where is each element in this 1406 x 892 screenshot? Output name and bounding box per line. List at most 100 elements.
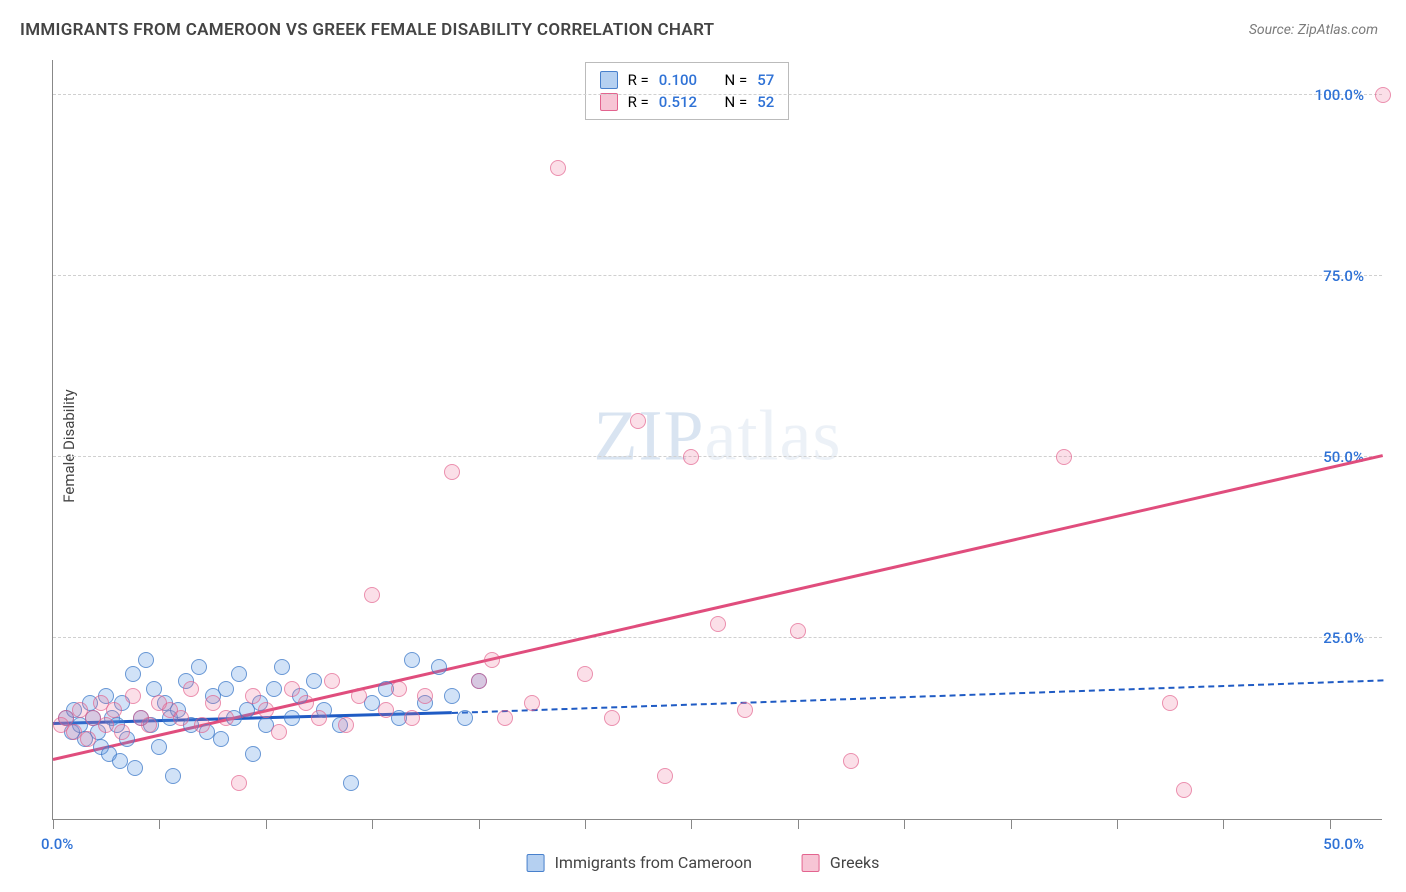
x-tick [691, 819, 692, 829]
data-point [577, 666, 593, 682]
data-point [1162, 695, 1178, 711]
data-point [114, 724, 130, 740]
data-point [112, 753, 128, 769]
data-point [737, 702, 753, 718]
data-point [274, 659, 290, 675]
watermark-atlas: atlas [705, 395, 842, 475]
data-point [213, 731, 229, 747]
trend-line [452, 679, 1383, 714]
data-point [151, 739, 167, 755]
data-point [125, 666, 141, 682]
data-point [351, 688, 367, 704]
n-value-pink: 52 [757, 93, 774, 111]
watermark: ZIPatlas [594, 394, 842, 477]
r-label: R = [628, 93, 649, 111]
data-point [710, 616, 726, 632]
x-tick [1223, 819, 1224, 829]
data-point [183, 681, 199, 697]
swatch-blue-icon [600, 71, 618, 89]
x-tick [798, 819, 799, 829]
data-point [218, 681, 234, 697]
data-point [141, 717, 157, 733]
data-point [80, 731, 96, 747]
data-point [790, 623, 806, 639]
data-point [106, 702, 122, 718]
data-point [657, 768, 673, 784]
data-point [391, 681, 407, 697]
data-point [258, 702, 274, 718]
data-point [338, 717, 354, 733]
data-point [271, 724, 287, 740]
data-point [378, 702, 394, 718]
data-point [205, 695, 221, 711]
x-tick [585, 819, 586, 829]
data-point [417, 688, 433, 704]
n-label: N = [725, 71, 748, 89]
data-point [404, 652, 420, 668]
swatch-blue-icon [527, 854, 545, 872]
legend-row-blue: R = 0.100 N = 57 [600, 69, 775, 91]
series-legend: Immigrants from Cameroon Greeks [527, 853, 880, 872]
correlation-legend: R = 0.100 N = 57 R = 0.512 N = 52 [585, 62, 790, 120]
data-point [1375, 87, 1391, 103]
data-point [364, 587, 380, 603]
data-point [343, 775, 359, 791]
n-value-blue: 57 [757, 71, 774, 89]
y-tick-label: 100.0% [1315, 86, 1364, 104]
data-point [324, 673, 340, 689]
data-point [524, 695, 540, 711]
data-point [444, 464, 460, 480]
data-point [125, 688, 141, 704]
r-value-blue: 0.100 [659, 71, 697, 89]
data-point [138, 652, 154, 668]
r-value-pink: 0.512 [659, 93, 697, 111]
n-label: N = [725, 93, 748, 111]
x-tick [1117, 819, 1118, 829]
x-tick [266, 819, 267, 829]
x-tick [53, 819, 54, 829]
gridline [53, 275, 1382, 276]
gridline [53, 94, 1382, 95]
r-label: R = [628, 71, 649, 89]
data-point [165, 768, 181, 784]
data-point [1056, 449, 1072, 465]
scatter-plot-area: ZIPatlas R = 0.100 N = 57 R = 0.512 N = … [52, 60, 1382, 820]
data-point [298, 695, 314, 711]
data-point [457, 710, 473, 726]
legend-item-greeks: Greeks [802, 853, 880, 872]
data-point [444, 688, 460, 704]
swatch-pink-icon [802, 854, 820, 872]
data-point [245, 688, 261, 704]
x-tick [159, 819, 160, 829]
data-point [1176, 782, 1192, 798]
data-point [173, 710, 189, 726]
data-point [231, 775, 247, 791]
data-point [284, 710, 300, 726]
chart-title: IMMIGRANTS FROM CAMEROON VS GREEK FEMALE… [20, 20, 714, 40]
data-point [311, 710, 327, 726]
data-point [431, 659, 447, 675]
data-point [843, 753, 859, 769]
data-point [231, 666, 247, 682]
x-tick [479, 819, 480, 829]
source-attribution: Source: ZipAtlas.com [1249, 22, 1378, 38]
gridline [53, 456, 1382, 457]
data-point [127, 760, 143, 776]
data-point [630, 413, 646, 429]
legend-label-cameroon: Immigrants from Cameroon [555, 853, 752, 872]
data-point [306, 673, 322, 689]
legend-item-cameroon: Immigrants from Cameroon [527, 853, 752, 872]
data-point [98, 717, 114, 733]
gridline [53, 637, 1382, 638]
data-point [284, 681, 300, 697]
data-point [484, 652, 500, 668]
data-point [604, 710, 620, 726]
data-point [497, 710, 513, 726]
x-tick [1011, 819, 1012, 829]
data-point [245, 746, 261, 762]
legend-label-greeks: Greeks [830, 853, 880, 872]
x-tick-label-max: 50.0% [1323, 835, 1364, 853]
x-tick-label-min: 0.0% [41, 835, 73, 853]
x-tick [372, 819, 373, 829]
data-point [218, 710, 234, 726]
